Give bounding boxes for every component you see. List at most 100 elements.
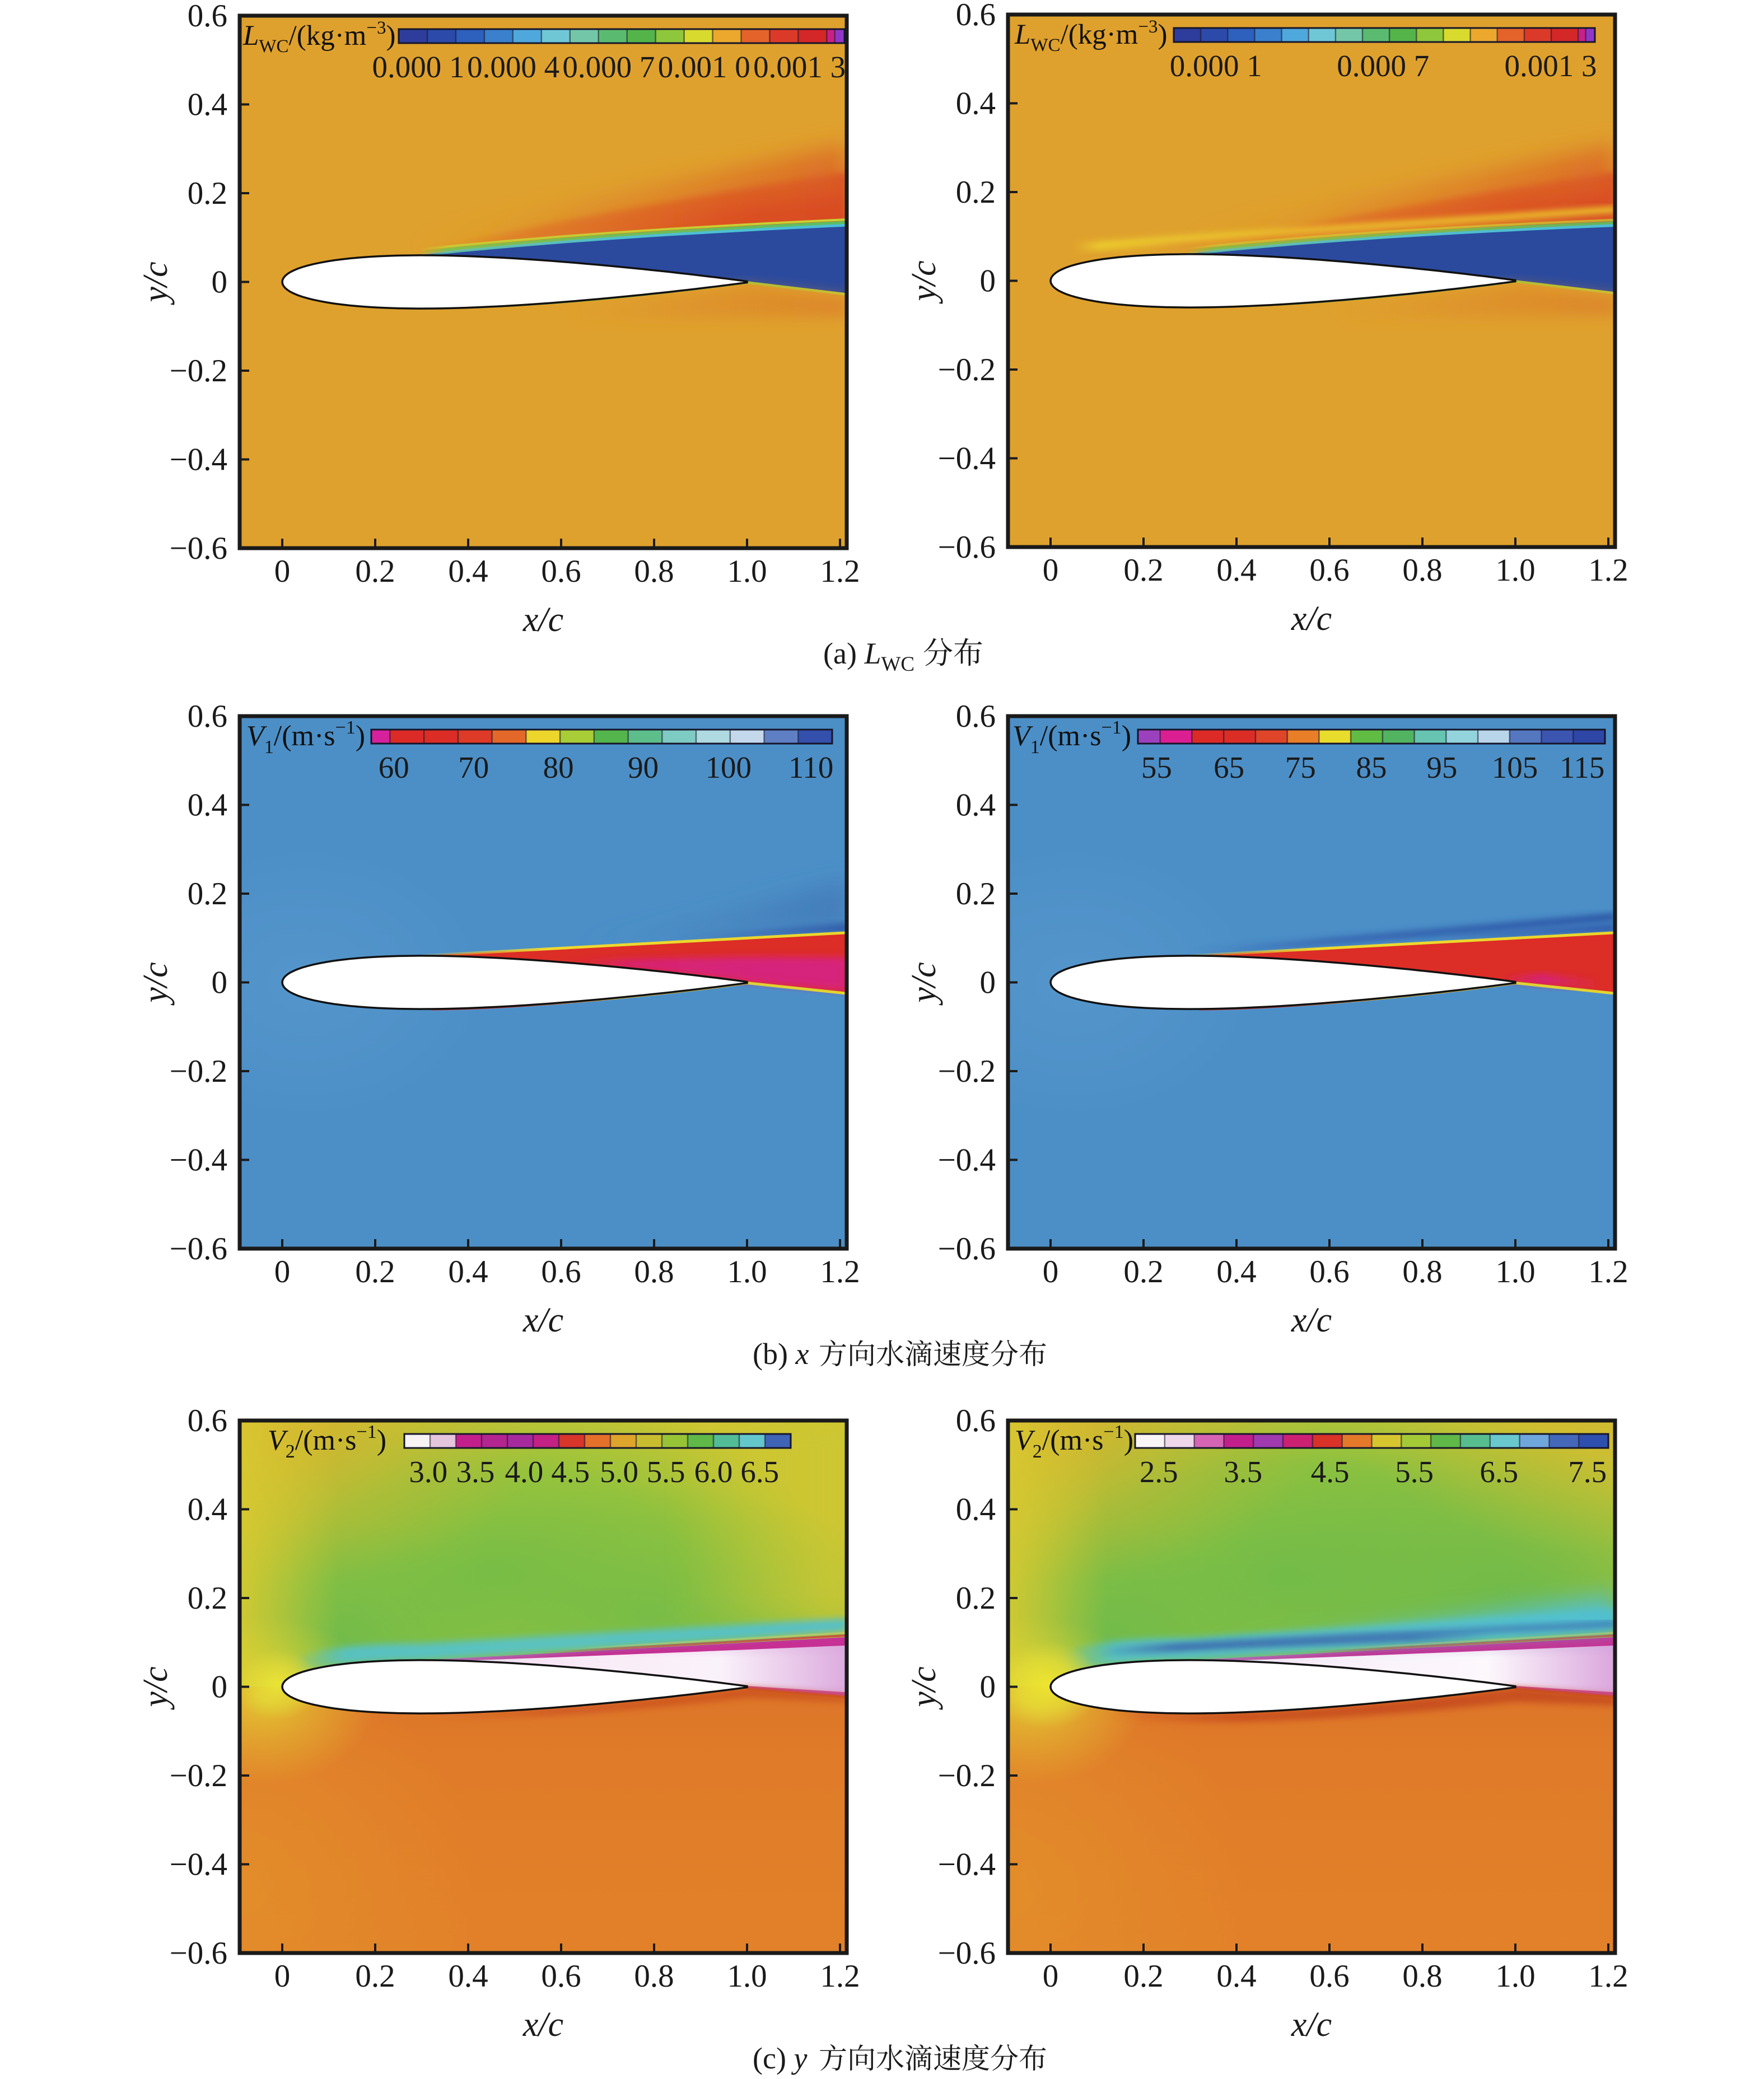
svg-text:70: 70 bbox=[458, 750, 489, 784]
svg-text:0.4: 0.4 bbox=[448, 554, 488, 589]
svg-text:1.2: 1.2 bbox=[1588, 1254, 1628, 1290]
svg-text:0.6: 0.6 bbox=[1309, 1254, 1349, 1290]
svg-text:0.6: 0.6 bbox=[188, 1403, 227, 1438]
svg-text:5.5: 5.5 bbox=[647, 1455, 685, 1489]
svg-text:V2/(m·s−1): V2/(m·s−1) bbox=[1015, 1422, 1133, 1462]
svg-text:0.001 3: 0.001 3 bbox=[1505, 49, 1597, 83]
svg-text:−0.2: −0.2 bbox=[170, 353, 227, 389]
svg-text:0.2: 0.2 bbox=[355, 1254, 395, 1290]
svg-text:0.8: 0.8 bbox=[634, 554, 674, 589]
svg-text:(b) x: (b) x bbox=[753, 1337, 809, 1371]
svg-text:0: 0 bbox=[1043, 1254, 1059, 1290]
svg-text:0.6: 0.6 bbox=[188, 699, 227, 734]
svg-text:0.000 7: 0.000 7 bbox=[562, 50, 655, 84]
svg-text:6.0: 6.0 bbox=[694, 1455, 733, 1489]
svg-text:0.2: 0.2 bbox=[956, 1581, 996, 1616]
svg-text:0.001 0: 0.001 0 bbox=[658, 50, 750, 84]
svg-text:−0.4: −0.4 bbox=[938, 1847, 996, 1882]
svg-text:−0.4: −0.4 bbox=[938, 441, 996, 476]
svg-text:x/c: x/c bbox=[522, 2006, 563, 2044]
svg-text:0.6: 0.6 bbox=[956, 0, 996, 32]
svg-text:0.2: 0.2 bbox=[188, 876, 227, 912]
svg-text:0: 0 bbox=[980, 1670, 996, 1705]
svg-text:105: 105 bbox=[1492, 750, 1538, 784]
svg-text:0.2: 0.2 bbox=[1123, 1254, 1163, 1290]
svg-text:4.0: 4.0 bbox=[505, 1455, 544, 1489]
svg-text:0.4: 0.4 bbox=[188, 1492, 227, 1527]
svg-text:0.4: 0.4 bbox=[1216, 553, 1256, 588]
svg-text:0.6: 0.6 bbox=[541, 1254, 581, 1290]
svg-text:0.4: 0.4 bbox=[448, 1959, 488, 1994]
svg-text:0: 0 bbox=[1043, 1959, 1059, 1994]
svg-text:0.2: 0.2 bbox=[355, 554, 395, 589]
svg-text:0: 0 bbox=[274, 554, 291, 589]
svg-text:0.4: 0.4 bbox=[956, 788, 996, 823]
svg-text:0.8: 0.8 bbox=[1402, 1959, 1442, 1994]
svg-text:V1/(m·s−1): V1/(m·s−1) bbox=[246, 717, 365, 758]
svg-text:4.5: 4.5 bbox=[1311, 1455, 1350, 1489]
svg-text:1.2: 1.2 bbox=[1588, 1959, 1628, 1994]
svg-text:0.8: 0.8 bbox=[634, 1959, 674, 1994]
svg-text:6.5: 6.5 bbox=[1480, 1455, 1518, 1489]
svg-text:0.000 7: 0.000 7 bbox=[1337, 49, 1429, 83]
svg-text:60: 60 bbox=[379, 750, 409, 784]
svg-text:0.2: 0.2 bbox=[188, 1581, 227, 1616]
svg-text:0.001 3: 0.001 3 bbox=[753, 50, 846, 84]
svg-text:0.000 1: 0.000 1 bbox=[1170, 49, 1262, 83]
svg-text:−0.6: −0.6 bbox=[170, 1936, 227, 1971]
svg-text:1.2: 1.2 bbox=[820, 554, 860, 589]
svg-text:x/c: x/c bbox=[1291, 2006, 1332, 2044]
svg-text:1.0: 1.0 bbox=[727, 1959, 767, 1994]
svg-text:x/c: x/c bbox=[1291, 1301, 1332, 1339]
svg-text:−0.2: −0.2 bbox=[938, 1054, 996, 1089]
svg-text:−0.6: −0.6 bbox=[938, 1231, 996, 1267]
svg-text:115: 115 bbox=[1560, 750, 1604, 784]
svg-text:−0.4: −0.4 bbox=[170, 1143, 227, 1178]
svg-text:−0.6: −0.6 bbox=[170, 1231, 227, 1267]
svg-text:−0.2: −0.2 bbox=[938, 1758, 996, 1793]
svg-text:3.0: 3.0 bbox=[409, 1455, 447, 1489]
svg-text:0.6: 0.6 bbox=[1309, 553, 1349, 588]
svg-text:−0.2: −0.2 bbox=[170, 1054, 227, 1089]
svg-text:0.6: 0.6 bbox=[1309, 1959, 1349, 1994]
svg-text:0: 0 bbox=[980, 965, 996, 1001]
svg-text:y/c: y/c bbox=[905, 1666, 943, 1710]
svg-text:5.0: 5.0 bbox=[600, 1455, 638, 1489]
svg-text:y/c: y/c bbox=[137, 261, 175, 305]
svg-text:0.4: 0.4 bbox=[448, 1254, 488, 1290]
svg-text:100: 100 bbox=[706, 750, 752, 784]
svg-text:0.6: 0.6 bbox=[956, 699, 996, 734]
svg-text:−0.6: −0.6 bbox=[938, 1936, 996, 1971]
svg-text:0.2: 0.2 bbox=[1123, 1959, 1163, 1994]
svg-text:LWC/(kg·m−3): LWC/(kg·m−3) bbox=[1014, 17, 1167, 55]
svg-text:7.5: 7.5 bbox=[1568, 1455, 1607, 1489]
svg-text:1.0: 1.0 bbox=[1495, 553, 1535, 588]
svg-text:0.000 1: 0.000 1 bbox=[372, 50, 465, 84]
svg-text:95: 95 bbox=[1426, 750, 1457, 784]
svg-text:0.8: 0.8 bbox=[1402, 1254, 1442, 1290]
svg-text:0.6: 0.6 bbox=[956, 1403, 996, 1438]
svg-text:−0.2: −0.2 bbox=[170, 1758, 227, 1793]
svg-text:0: 0 bbox=[212, 965, 228, 1001]
svg-text:6.5: 6.5 bbox=[740, 1455, 779, 1489]
svg-text:2.5: 2.5 bbox=[1140, 1455, 1178, 1489]
svg-text:5.5: 5.5 bbox=[1395, 1455, 1434, 1489]
svg-text:0: 0 bbox=[274, 1254, 291, 1290]
svg-text:−0.6: −0.6 bbox=[170, 531, 227, 566]
svg-text:4.5: 4.5 bbox=[551, 1455, 590, 1489]
svg-text:−0.4: −0.4 bbox=[938, 1143, 996, 1178]
svg-text:80: 80 bbox=[543, 750, 574, 784]
svg-text:110: 110 bbox=[788, 750, 833, 784]
svg-text:y/c: y/c bbox=[137, 962, 175, 1006]
svg-text:0.8: 0.8 bbox=[1402, 553, 1442, 588]
svg-text:1.0: 1.0 bbox=[1495, 1254, 1535, 1290]
svg-text:−0.4: −0.4 bbox=[170, 1847, 227, 1882]
svg-text:0.6: 0.6 bbox=[541, 554, 581, 589]
svg-text:0.2: 0.2 bbox=[355, 1959, 395, 1994]
svg-text:0.2: 0.2 bbox=[188, 176, 227, 211]
svg-text:0: 0 bbox=[980, 264, 996, 299]
svg-text:0.4: 0.4 bbox=[956, 86, 996, 122]
svg-text:90: 90 bbox=[628, 750, 659, 784]
svg-text:0.4: 0.4 bbox=[1216, 1254, 1256, 1290]
svg-text:0.8: 0.8 bbox=[634, 1254, 674, 1290]
